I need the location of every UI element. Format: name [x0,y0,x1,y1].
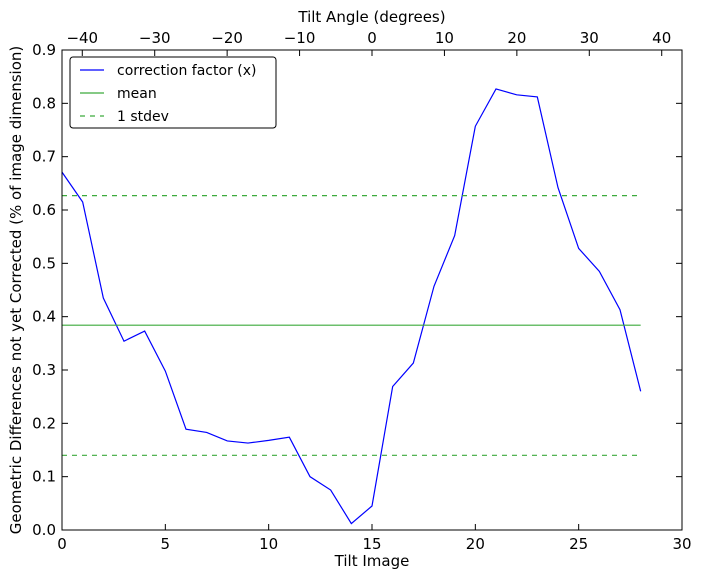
top-tick-label-3: −10 [284,29,316,47]
series-layer [61,88,642,525]
y-tick-label-8: 0.8 [32,94,56,112]
x-tick-label-2: 10 [259,535,278,553]
x-tick-label-5: 25 [569,535,588,553]
x-tick-label-1: 5 [161,535,171,553]
plot-frame [61,49,683,531]
top-tick-label-8: 40 [652,29,671,47]
legend-label-mean: mean [117,86,157,102]
y-tick-label-5: 0.5 [32,254,56,272]
y-tick-label-0: 0.0 [32,521,56,539]
top-tick-label-1: −30 [139,29,171,47]
top-x-axis-label: Tilt Angle (degrees) [297,8,445,26]
y-tick-label-2: 0.2 [32,414,56,432]
y-tick-label-3: 0.3 [32,361,56,379]
top-tick-label-2: −20 [211,29,243,47]
top-tick-label-6: 20 [507,29,526,47]
top-tick-label-0: −40 [66,29,98,47]
top-tick-label-5: 10 [435,29,454,47]
top-tick-label-4: 0 [367,29,377,47]
y-tick-label-6: 0.6 [32,201,56,219]
x-tick-label-4: 20 [466,535,485,553]
tick-layer: 0 5 10 15 20 25 30 0.0 0.1 0.2 0.3 0.4 0.5 0.6 0.7 0.8 0… [32,29,691,553]
y-axis-label: Geometric Differences not yet Corrected … [7,46,25,535]
top-tick-label-7: 30 [580,29,599,47]
y-tick-label-9: 0.9 [32,41,56,59]
y-tick-label-7: 0.7 [32,148,56,166]
x-tick-label-3: 15 [362,535,381,553]
x-tick-label-0: 0 [57,535,67,553]
y-tick-label-1: 0.1 [32,468,56,486]
plot-background [62,50,682,530]
legend-box [69,56,277,129]
series-line-0 [61,88,642,525]
legend-label-stdev: 1 stdev [117,109,169,125]
x-axis-label: Tilt Image [334,552,410,570]
y-tick-label-4: 0.4 [32,308,56,326]
legend-label-correction: correction factor (x) [117,63,256,79]
legend: correction factor (x) mean 1 stdev [69,56,277,129]
x-tick-label-6: 30 [672,535,691,553]
